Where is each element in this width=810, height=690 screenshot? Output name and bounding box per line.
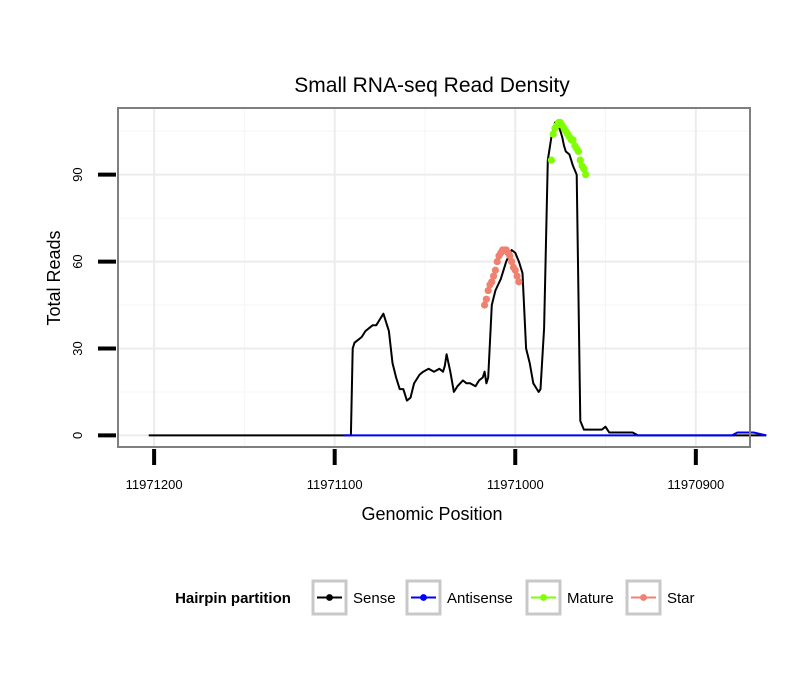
data-point-star [482,295,490,303]
legend-key-point [640,594,647,601]
series-points [480,118,590,309]
legend-key-point [540,594,547,601]
chart-title: Small RNA-seq Read Density [294,74,570,97]
data-point-mature [549,130,557,138]
legend-label: Mature [567,590,614,607]
x-tick-label: 11971100 [307,477,363,492]
legend-title: Hairpin partition [175,590,291,607]
y-tick-label: 30 [70,341,85,355]
y-axis-label: Total Reads [44,230,64,325]
series-line-antisense [343,431,767,437]
x-axis-label: Genomic Position [361,504,502,524]
data-point-star [513,272,521,280]
data-point-mature [580,165,588,173]
data-point-star [488,278,496,286]
series-line-sense [148,121,767,437]
data-point-star [484,286,492,295]
legend-label: Star [667,590,695,607]
x-tick-label: 11971200 [126,477,183,492]
data-point-star [480,301,489,309]
data-point-star [493,257,501,266]
legend-label: Antisense [447,590,513,607]
y-tick-label: 60 [70,254,85,268]
data-point-star [508,257,516,266]
data-point-mature [582,171,590,179]
data-point-star [489,272,498,280]
legend-label: Sense [353,590,396,607]
series-lines [148,121,767,437]
data-point-star [491,266,499,274]
data-point-star [506,252,514,260]
data-point-star [515,278,523,286]
plot-background [118,108,750,447]
legend-key-point [326,594,333,601]
legend-item-mature: Mature [525,579,614,616]
data-point-mature [576,156,584,164]
y-tick-label: 0 [70,432,85,439]
x-tick-label: 11971000 [487,477,544,492]
data-point-star [511,266,519,274]
data-point-mature [574,147,583,156]
legend-item-sense: Sense [311,579,396,616]
plot-panel [118,108,750,447]
legend-item-star: Star [625,579,695,616]
legend-key-point [420,594,427,601]
legend: Hairpin partition Sense Antisense Mature St… [175,579,695,616]
x-tick-label: 11970900 [667,477,724,492]
legend-item-antisense: Antisense [405,579,513,616]
data-point-mature [547,156,555,164]
y-tick-label: 90 [70,167,85,181]
data-point-mature [569,136,577,144]
axes: 11971200 11971100 11971000 11970900 0 30 60 90 [70,107,751,492]
plot-border [117,107,751,448]
